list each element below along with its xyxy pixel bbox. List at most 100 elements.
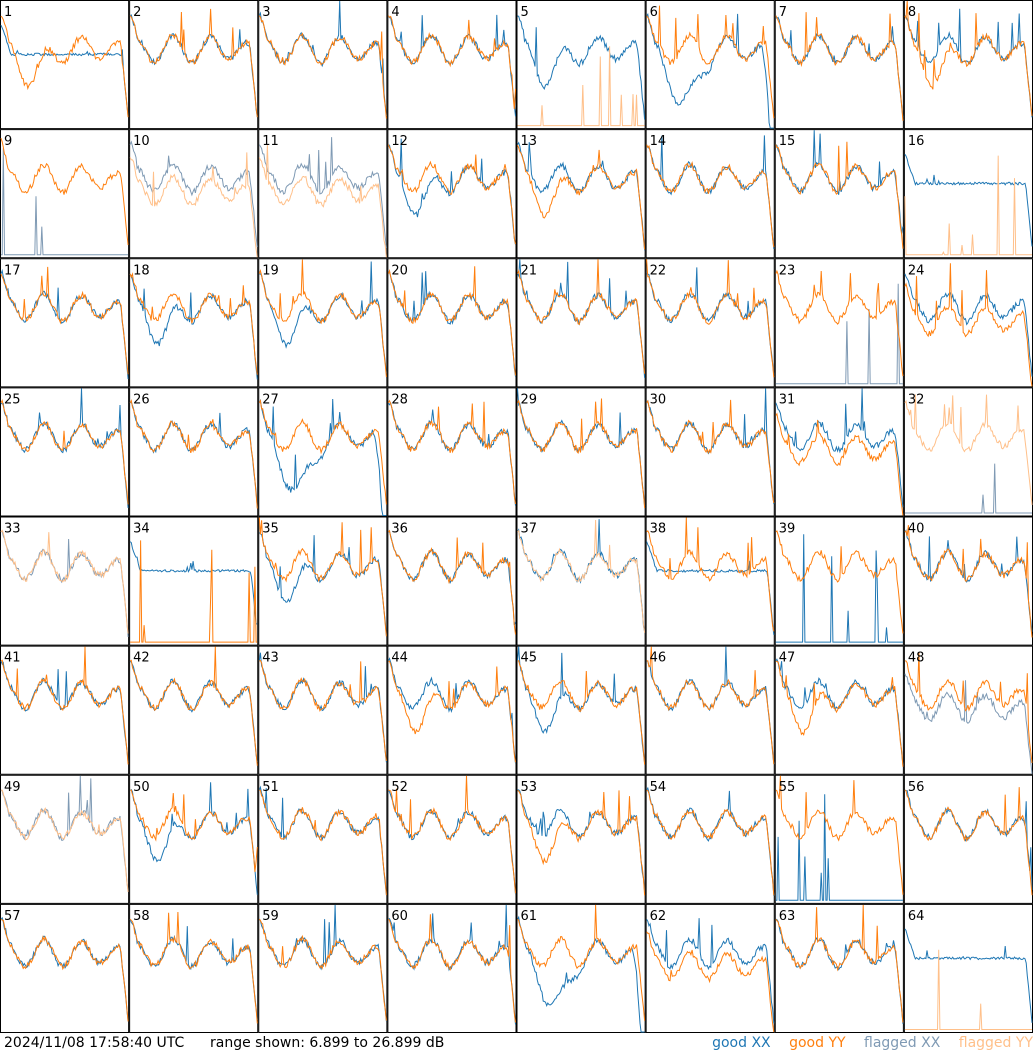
panel-label: 49: [4, 780, 21, 795]
series-xx: [904, 928, 1033, 1023]
panel-17: 17: [0, 258, 130, 388]
series-yy: [646, 5, 775, 119]
panel-3: 3: [258, 0, 388, 130]
panel-frame: [516, 774, 646, 904]
panel-label: 44: [391, 651, 408, 666]
panel-label: 1: [4, 5, 12, 20]
series-xx: [388, 904, 516, 1025]
panel-60: 60: [387, 903, 517, 1033]
legend-flagged-yy: flagged YY: [959, 1035, 1033, 1051]
panel-47: 47: [774, 645, 904, 775]
panel-label: 15: [779, 134, 796, 149]
series-xx: [0, 388, 129, 509]
panel-18: 18: [129, 258, 259, 388]
series-yy: [387, 399, 516, 505]
panel-61: 61: [516, 903, 646, 1033]
panel-54: 54: [645, 774, 775, 904]
panel-frame: [387, 903, 517, 1033]
series-yy: [0, 529, 129, 634]
panel-22: 22: [645, 258, 775, 388]
legend-good-yy-pol: YY: [828, 1035, 846, 1051]
series-xx: [646, 541, 775, 635]
series-yy: [388, 775, 516, 894]
series-yy: [646, 399, 775, 504]
panel-9: 9: [0, 129, 130, 259]
panel-label: 27: [262, 392, 279, 407]
panel-43: 43: [258, 645, 388, 775]
panel-label: 31: [779, 392, 796, 407]
series-xx: [775, 534, 903, 643]
panel-frame: [387, 0, 517, 130]
panel-2: 2: [129, 0, 259, 130]
panel-42: 42: [129, 645, 259, 775]
panel-frame: [0, 0, 130, 130]
panel-frame: [645, 645, 775, 775]
series-xx: [904, 463, 1032, 514]
series-yy: [129, 911, 258, 1024]
panel-label: 59: [262, 909, 279, 924]
panel-label: 16: [908, 134, 925, 149]
panel-label: 34: [133, 522, 150, 537]
series-yy: [0, 918, 129, 1022]
panel-label: 61: [521, 909, 538, 924]
panel-frame: [645, 129, 775, 259]
panel-label: 39: [779, 522, 796, 537]
panel-label: 29: [521, 392, 538, 407]
panel-label: 2: [133, 5, 141, 20]
series-yy: [517, 144, 646, 250]
range-label: range shown: 6.899 to 26.899 dB: [210, 1035, 445, 1051]
panel-label: 28: [391, 392, 408, 407]
panel-frame: [387, 387, 517, 517]
series-yy: [646, 517, 775, 632]
panel-46: 46: [645, 645, 775, 775]
panel-label: 24: [908, 263, 925, 278]
panel-label: 3: [262, 5, 270, 20]
series-xx: [646, 646, 775, 764]
series-xx: [129, 541, 258, 625]
series-yy: [388, 660, 516, 763]
panel-12: 12: [387, 129, 517, 259]
panel-frame: [516, 903, 646, 1033]
panel-label: 53: [521, 780, 538, 795]
series-yy: [517, 46, 645, 127]
series-yy: [517, 904, 646, 1021]
panel-24: 24: [903, 258, 1033, 388]
panel-label: 37: [521, 522, 538, 537]
panel-label: 48: [908, 651, 925, 666]
panel-label: 14: [650, 134, 667, 149]
panel-frame: [129, 774, 259, 904]
panel-37: 37: [516, 516, 646, 646]
panel-7: 7: [774, 0, 904, 130]
panel-label: 8: [908, 5, 916, 20]
panel-frame: [774, 0, 904, 130]
panel-frame: [258, 903, 388, 1033]
series-xx: [517, 915, 645, 1033]
panel-label: 21: [521, 263, 538, 278]
series-yy: [904, 787, 1033, 896]
panel-label: 50: [133, 780, 150, 795]
series-yy: [775, 904, 904, 1023]
panel-frame: [0, 516, 130, 646]
panel-63: 63: [774, 903, 904, 1033]
series-xx: [258, 652, 387, 763]
series-yy: [0, 266, 129, 375]
panel-32: 32: [903, 387, 1033, 517]
panel-label: 62: [650, 909, 667, 924]
panel-label: 9: [4, 134, 12, 149]
panel-label: 57: [4, 909, 21, 924]
panel-frame: [258, 129, 388, 259]
panel-23: 23: [774, 258, 904, 388]
panel-8: 8: [903, 0, 1033, 130]
series-xx: [258, 398, 387, 516]
panel-55: 55: [774, 774, 904, 904]
panel-5: 5: [516, 0, 646, 130]
panel-label: 20: [391, 263, 408, 278]
series-xx: [0, 24, 129, 117]
panel-53: 53: [516, 774, 646, 904]
panel-14: 14: [645, 129, 775, 259]
series-yy: [259, 659, 387, 762]
series-xx: [129, 273, 258, 380]
series-yy: [904, 394, 1033, 505]
panel-59: 59: [258, 903, 388, 1033]
panel-frame: [0, 774, 130, 904]
